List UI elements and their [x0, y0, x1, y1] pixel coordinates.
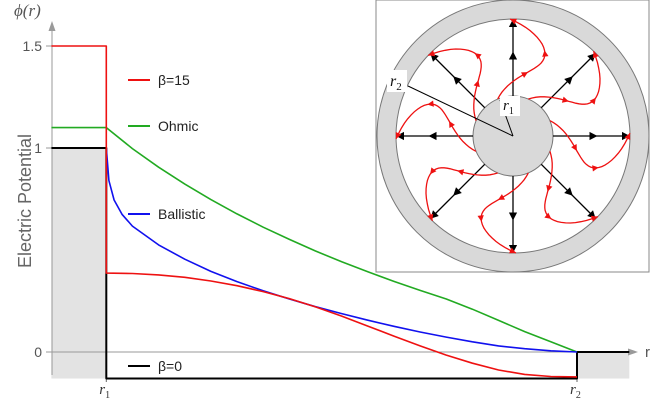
inner-radius-label-bg: [500, 96, 520, 116]
x-tick-label-sub: 1: [105, 390, 110, 401]
ballistic-arrowhead: [589, 131, 598, 141]
outer-radius-label-main: r: [390, 73, 397, 90]
x-tick-label-main: r: [99, 382, 105, 398]
ohmic-arrowhead: [592, 165, 599, 172]
y-tick-label: 0: [34, 344, 42, 360]
ohmic-arrowhead: [510, 18, 517, 25]
x-tick-label: r2: [570, 382, 581, 401]
y-axis-title-text: ϕ(r): [14, 1, 41, 20]
ohmic-arrowhead: [473, 80, 480, 88]
ohmic-streamline: [497, 18, 546, 100]
ohmic-arrowhead: [624, 133, 631, 140]
ohmic-arrowhead: [395, 132, 402, 139]
series-line-Ohmic: [51, 126, 578, 353]
y-ticks: 011.5: [23, 38, 52, 360]
ohmic-arrowhead: [509, 247, 516, 254]
ohmic-arrowhead: [427, 100, 434, 107]
ohmic-arrowhead: [498, 194, 505, 200]
y-axis-label: Electric Potential: [15, 134, 35, 268]
legend: β=15 Ohmic Ballistic β=0: [128, 72, 205, 374]
x-tick-label-sub: 2: [576, 390, 581, 401]
ohmic-streamline: [480, 172, 529, 254]
ohmic-arrowhead: [427, 213, 434, 221]
ohmic-streamline: [395, 103, 477, 152]
y-axis-arrow: [48, 21, 56, 31]
ohmic-streamline: [425, 167, 498, 222]
y-axis-title: ϕ(r): [14, 1, 41, 20]
shaded-regions: [51, 148, 630, 379]
ohmic-streamline: [544, 151, 599, 224]
ohmic-arrowhead: [571, 144, 577, 151]
x-tick-label: r1: [99, 382, 110, 401]
ohmic-arrowhead: [590, 215, 598, 222]
ballistic-arrowhead: [622, 131, 630, 141]
ohmic-streamline: [427, 48, 482, 121]
series-lines: [51, 45, 630, 380]
legend-label: Ballistic: [158, 206, 205, 222]
ohmic-arrowhead: [544, 212, 552, 219]
ohmic-arrowhead: [589, 97, 596, 105]
ballistic-arrowhead: [428, 131, 437, 141]
x-tick-label-main: r: [570, 382, 576, 398]
shaded-region-0: [51, 148, 107, 379]
outer-radius-label-bg: [387, 70, 407, 92]
series-line-β=0: [51, 147, 630, 380]
ohmic-streamline: [549, 120, 631, 169]
legend-label: Ohmic: [158, 118, 198, 134]
ohmic-arrowhead: [521, 72, 528, 78]
inner-radius-label: r1: [503, 98, 514, 117]
ballistic-arrowhead: [564, 76, 573, 85]
ohmic-arrowhead: [457, 169, 465, 176]
outer-radius-label: r2: [390, 73, 402, 93]
ohmic-arrowhead: [477, 215, 484, 222]
ballistic-arrowhead: [508, 51, 518, 60]
series-line-β=15: [51, 45, 578, 378]
ballistic-arrowhead: [508, 245, 518, 253]
ohmic-arrowhead: [592, 51, 599, 59]
ohmic-arrowhead: [449, 121, 455, 128]
inner-radius-label-sub: 1: [509, 106, 514, 117]
ballistic-arrowhead: [508, 19, 518, 27]
ballistic-arrowhead: [396, 131, 404, 141]
ohmic-arrowhead: [430, 167, 437, 175]
shaded-region-1: [577, 352, 630, 379]
ohmic-arrowhead: [474, 53, 482, 60]
inset-diagram: r2 r1: [375, 0, 650, 273]
legend-label: β=15: [158, 72, 190, 88]
legend-label: β=0: [158, 358, 182, 374]
ballistic-arrowhead: [508, 212, 518, 221]
ohmic-arrowhead: [546, 184, 553, 192]
ohmic-arrowhead: [428, 50, 436, 57]
y-tick-label: 1.5: [23, 38, 43, 54]
ohmic-arrowhead: [561, 96, 569, 103]
x-axis-title: r: [645, 344, 650, 361]
outer-radius-label-sub: 2: [396, 81, 402, 93]
ohmic-streamline: [528, 50, 601, 105]
ballistic-arrowhead: [453, 76, 462, 85]
axes: [48, 21, 638, 375]
outer-radius-line: [407, 85, 514, 137]
inset-arrows: [395, 18, 631, 254]
inner-radius-label-main: r: [503, 98, 509, 114]
ballistic-arrowhead: [564, 187, 573, 196]
y-tick-label: 1: [34, 140, 42, 156]
x-axis-arrow: [628, 348, 638, 356]
ballistic-arrowhead: [453, 187, 462, 196]
ohmic-arrowhead: [542, 50, 549, 57]
